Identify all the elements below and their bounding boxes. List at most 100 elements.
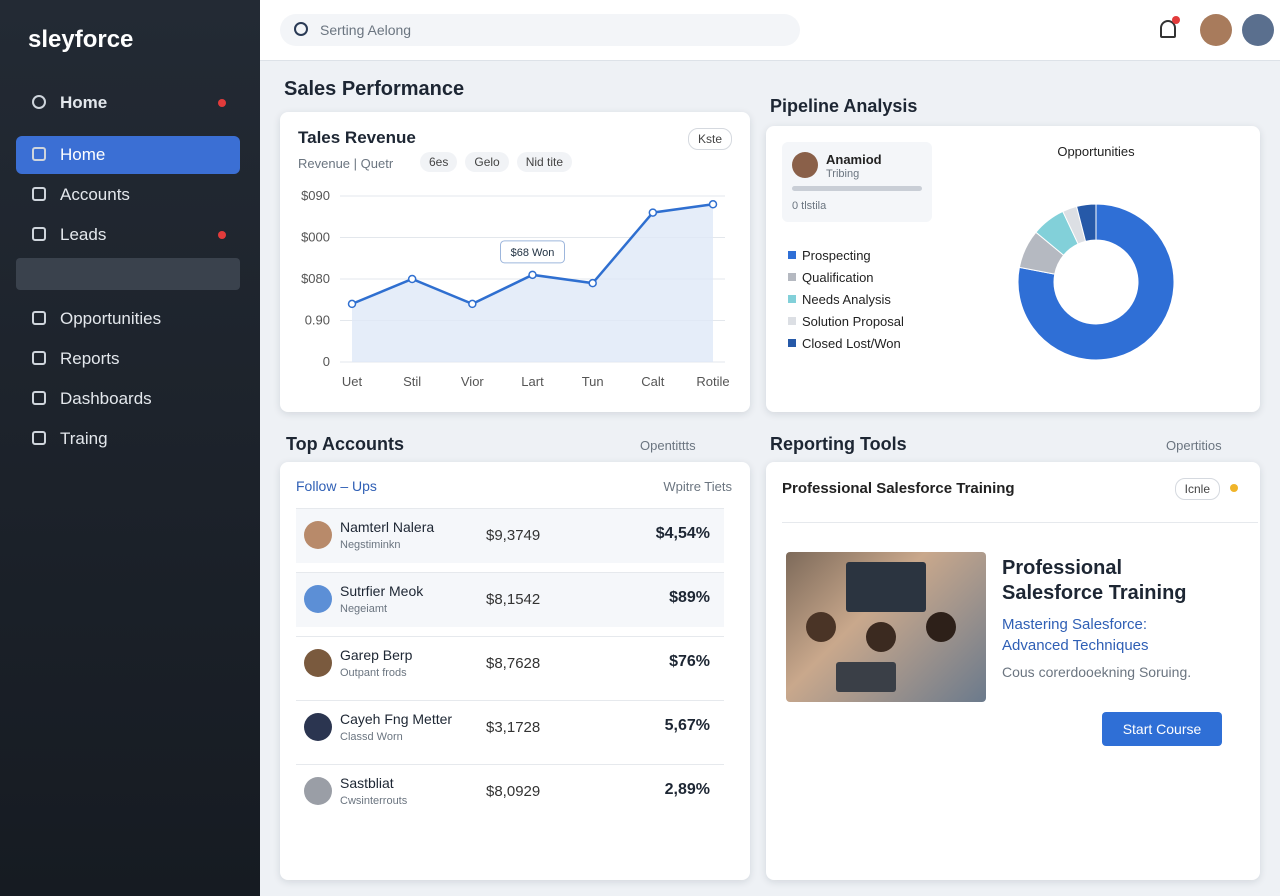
y-tick-label: $090 — [301, 188, 330, 203]
account-status: Classd Worn — [340, 731, 403, 743]
x-tick-label: Tun — [582, 374, 604, 389]
person — [866, 622, 896, 652]
chip[interactable]: Nid tite — [516, 152, 573, 172]
table-row[interactable]: Cayeh Fng Metter Classd Worn $3,1728 5,67% — [296, 700, 724, 755]
donut-chart — [1017, 203, 1175, 361]
nav-label: Traing — [60, 429, 108, 448]
start-course-button[interactable]: Start Course — [1102, 712, 1222, 746]
chips: 6es Gelo Nid tite — [420, 152, 573, 172]
section-action[interactable]: Opentittts — [640, 438, 696, 453]
nav-item[interactable]: Leads — [16, 216, 240, 254]
accounts-card: Follow – Ups Wpitre Tiets Namterl Nalera… — [280, 462, 750, 880]
legend-label: Prospecting — [802, 247, 871, 263]
chart-button[interactable]: Kste — [687, 128, 732, 150]
laptop — [836, 662, 896, 692]
profile-card: Anamiod Tribing 0 tlstila — [782, 142, 932, 222]
account-amount: $3,1728 — [486, 719, 541, 736]
table-row[interactable]: Sutrfier Meok Negeiamt $8,1542 $89% — [296, 572, 724, 627]
row-avatar — [304, 521, 332, 549]
y-tick-label: $000 — [301, 230, 330, 245]
legend-swatch — [788, 339, 796, 347]
y-tick-label: 0 — [323, 354, 330, 369]
section-action[interactable]: Opertitios — [1166, 438, 1222, 453]
section-title: Sales Performance — [284, 78, 465, 100]
course-description: Cous corerdooekning Soruing. — [1002, 664, 1192, 680]
nav-icon — [32, 391, 46, 405]
legend-swatch — [788, 273, 796, 281]
account-status: Negeiamt — [340, 603, 388, 615]
column-header: Wpitre Tiets — [663, 479, 732, 494]
pipeline-card: Anamiod Tribing 0 tlstila Prospecting Qua… — [766, 126, 1260, 412]
table-row[interactable]: Sastbliat Cwsinterrouts $8,0929 2,89% — [296, 764, 724, 819]
brand: sleyforce — [28, 26, 134, 53]
account-amount: $8,1542 — [486, 591, 541, 608]
nav-icon — [32, 311, 46, 325]
card-button[interactable]: Icnle — [1174, 478, 1220, 500]
screen — [846, 562, 926, 612]
course-subtitle: Mastering Salesforce: Advanced Technique… — [1002, 616, 1149, 654]
donut-slice — [1017, 203, 1175, 361]
badge — [218, 99, 226, 107]
divider — [782, 522, 1258, 523]
person — [926, 612, 956, 642]
chart-title: Opportunities — [1057, 144, 1135, 159]
profile-link[interactable]: 0 tlstila — [792, 200, 827, 212]
nav-label: Accounts — [60, 185, 130, 204]
course-image — [786, 552, 986, 702]
legend-item: Solution Proposal — [788, 310, 904, 332]
account-status: Negstiminkn — [340, 539, 401, 551]
donut-slice — [1075, 203, 1097, 242]
chip[interactable]: Gelo — [465, 152, 509, 172]
line-chart: 0 0.90 $080 $000 $090 $68 Won Uet Stil Vior Lart T… — [301, 188, 730, 389]
chip[interactable]: 6es — [420, 152, 458, 172]
card-title: Tales Revenue — [298, 128, 416, 147]
legend-label: Needs Analysis — [802, 291, 891, 307]
point — [588, 278, 597, 288]
badge — [218, 231, 226, 239]
table-row[interactable]: Namterl Nalera Negstiminkn $9,3749 $4,54% — [296, 508, 724, 563]
avatar — [792, 152, 818, 178]
nav-item[interactable]: Traing — [16, 420, 240, 458]
account-name: Cayeh Fng Metter — [340, 711, 453, 727]
y-tick-label: 0.90 — [305, 313, 330, 328]
x-tick-label: Rotile — [696, 374, 729, 389]
legend-item: Qualification — [788, 266, 904, 288]
legend-label: Solution Proposal — [802, 313, 904, 329]
top-bar: Serting Aelong — [260, 0, 1280, 61]
point — [347, 299, 357, 309]
reporting-card: Professional Salesforce Training Icnle P… — [766, 462, 1260, 880]
nav-item[interactable]: Home — [16, 136, 240, 174]
sidebar-header[interactable]: Home — [16, 84, 240, 122]
row-avatar — [304, 777, 332, 805]
row-avatar — [304, 649, 332, 677]
nav-label: Reports — [60, 349, 120, 368]
table-row[interactable]: Garep Berp Outpant frods $8,7628 $76% — [296, 636, 724, 691]
point — [468, 299, 477, 309]
nav-item[interactable]: Opportunities — [16, 300, 240, 338]
section-title: Pipeline Analysis — [770, 96, 918, 116]
nav-icon — [32, 187, 46, 201]
search-box[interactable]: Serting Aelong — [280, 14, 800, 46]
profile-name: Anamiod — [826, 152, 882, 167]
legend-swatch — [788, 317, 796, 325]
nav-item[interactable]: Accounts — [16, 176, 240, 214]
badge — [1230, 484, 1238, 492]
nav-label: Leads — [60, 225, 107, 244]
nav-item[interactable]: Reports — [16, 340, 240, 378]
account-amount: $9,3749 — [486, 527, 541, 544]
x-tick-label: Lart — [521, 374, 544, 389]
avatar[interactable] — [1200, 14, 1232, 46]
legend: Prospecting Qualification Needs Analysis So… — [788, 244, 904, 354]
sidebar: sleyforce Home Home Accounts Leads Opportun… — [0, 0, 260, 896]
annotation-box — [500, 240, 565, 264]
nav-item[interactable]: Dashboards — [16, 380, 240, 418]
header-text: Home — [60, 93, 108, 112]
x-tick-label: Uet — [342, 374, 363, 389]
revenue-card: Tales Revenue Revenue | Quetr 6es Gelo Nid… — [280, 112, 750, 412]
avatar[interactable] — [1242, 14, 1274, 46]
area — [352, 204, 713, 362]
account-percent: $76% — [669, 653, 710, 670]
table-subtitle: Follow – Ups — [296, 478, 377, 494]
bell-icon[interactable] — [1160, 20, 1176, 38]
account-status: Cwsinterrouts — [340, 795, 408, 807]
